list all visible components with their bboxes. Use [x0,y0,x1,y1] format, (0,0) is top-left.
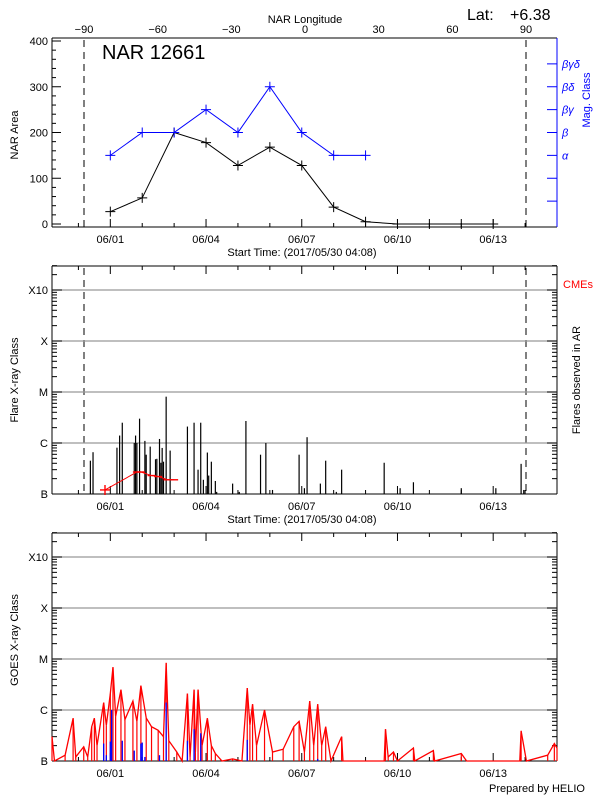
y-tick-label: 200 [30,128,48,140]
x-tick-label: 06/10 [384,234,412,246]
mag-class-marker [264,81,275,92]
mag-class-tick-label: βγ [561,105,575,117]
x-tick-label: 06/07 [288,501,316,513]
cme-marker [99,484,110,495]
mag-class-tick-label: βδ [561,82,575,94]
x-tick-label: 06/13 [479,234,507,246]
mag-class-marker [105,150,116,161]
longitude-tick-label: 90 [520,24,532,36]
mag-class-tick-label: β [561,128,569,140]
longitude-tick-label: −60 [148,24,167,36]
y-tick-label: M [39,387,48,399]
nar-area-axis-label: NAR Area [9,110,21,160]
mag-class-line [110,85,366,156]
nar-area-marker [105,206,116,217]
mag-class-axis-label: Mag. Class [581,72,593,128]
y-tick-label: M [39,654,48,666]
longitude-tick-label: 60 [446,24,458,36]
y-tick-label: C [40,438,48,450]
goes-class-axis-label: GOES X-ray Class [9,594,21,686]
credit-label: Prepared by HELIO [489,783,585,795]
x-tick-label: 06/04 [192,234,220,246]
longitude-tick-label: 0 [302,24,308,36]
lat-label: Lat: [467,7,494,24]
nar-area-marker [424,219,435,229]
mag-class-marker [232,127,243,138]
mag-class-marker [137,127,148,138]
mag-class-tick-label: βγδ [561,59,581,71]
flare-class-axis-label: Flare X-ray Class [9,337,21,422]
nar-area-marker [296,160,307,171]
y-tick-label: B [41,489,48,501]
mag-class-marker [201,104,212,115]
y-tick-label: X10 [28,285,48,297]
nar-area-marker [232,160,243,171]
x-tick-label: 06/01 [97,768,125,780]
longitude-tick-label: 30 [373,24,385,36]
x-tick-label: 06/01 [97,234,125,246]
lat-value: +6.38 [510,7,551,24]
nar-area-marker [264,142,275,153]
nar-area-marker [456,219,467,229]
y-tick-label: X [41,336,49,348]
longitude-axis-label: NAR Longitude [268,14,343,26]
mag-class-tick-label: α [562,150,569,162]
x-tick-label: 06/10 [384,768,412,780]
x-tick-label: 06/04 [192,501,220,513]
mag-class-marker [328,150,339,161]
y-tick-label: B [41,756,48,768]
y-tick-label: X10 [28,552,48,564]
nar-area-marker [137,192,148,203]
panel1-start-time-label: Start Time: (2017/05/30 04:08) [227,247,376,259]
y-tick-label: 400 [30,36,48,48]
nar-area-marker [360,216,371,227]
nar-area-line [110,131,494,225]
mag-class-marker [169,127,180,138]
mag-class-marker [360,150,371,161]
goes-long-channel-line [51,662,558,764]
x-tick-label: 06/04 [192,768,220,780]
panel2-start-time-label: Start Time: (2017/05/30 04:08) [227,514,376,526]
nar-area-marker [488,219,499,229]
x-tick-label: 06/07 [288,768,316,780]
cme-legend-label: CMEs [563,279,593,291]
nar-area-marker [392,219,403,229]
x-tick-label: 06/07 [288,234,316,246]
x-tick-label: 06/01 [97,501,125,513]
y-tick-label: 0 [42,219,48,231]
x-tick-label: 06/10 [384,501,412,513]
nar-title: NAR 12661 [102,42,205,64]
flares-observed-axis-label: Flares observed in AR [571,326,583,434]
longitude-tick-label: −30 [222,24,241,36]
chart-marks: 06/01 06/04 06/07 06/10 06/130100200300400−9… [28,24,580,780]
y-tick-label: 100 [30,173,48,185]
y-tick-label: C [40,705,48,717]
nar-area-marker [328,202,339,213]
x-tick-label: 06/13 [479,501,507,513]
y-tick-label: X [41,603,49,615]
mag-class-marker [296,127,307,138]
x-tick-label: 06/13 [479,768,507,780]
y-tick-label: 300 [30,82,48,94]
nar-area-marker [201,137,212,148]
longitude-tick-label: −90 [75,24,94,36]
